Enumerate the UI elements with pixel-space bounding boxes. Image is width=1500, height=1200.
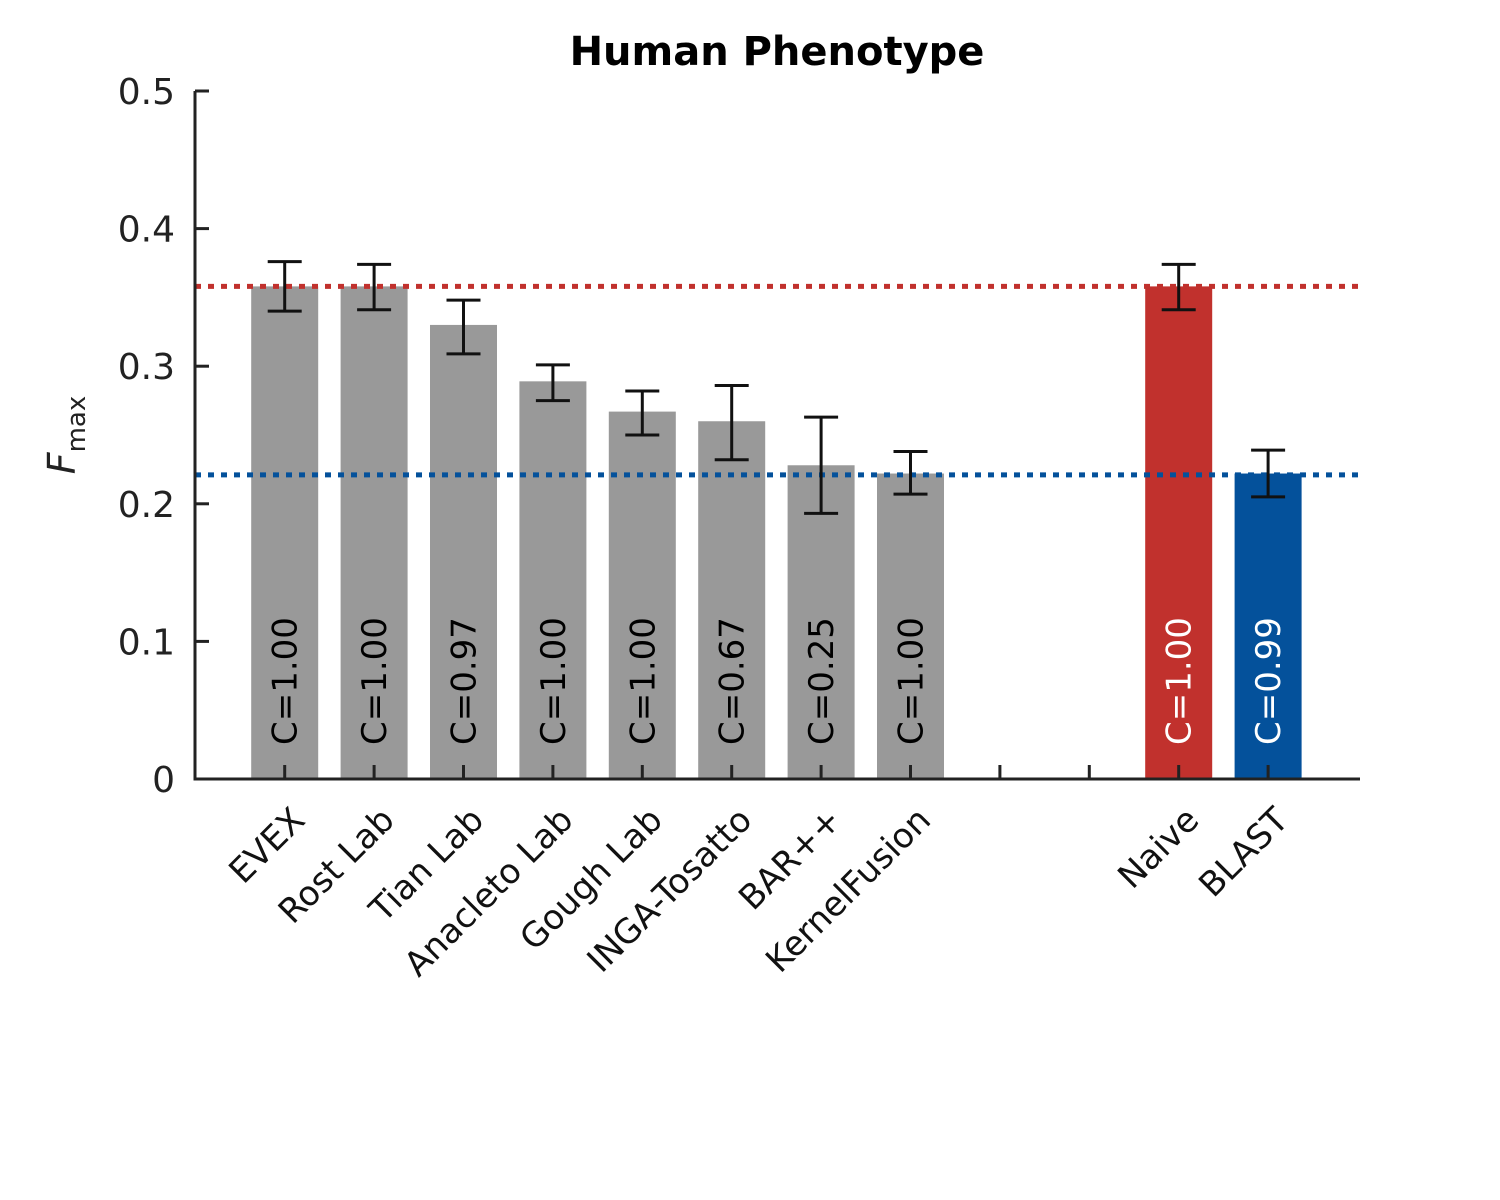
bar-label-5: C=1.00 <box>623 617 663 745</box>
y-tick-label-1: 0 <box>152 760 175 801</box>
x-ticks <box>283 765 1270 779</box>
y-tick-label-2: 0.1 <box>118 622 175 663</box>
axes <box>193 91 1360 781</box>
bar-labels: C=1.00 C=1.00 C=0.97 C=1.00 C=1.00 C=0.67 C=0.… <box>266 617 1289 745</box>
bar-label-2: C=1.00 <box>355 617 395 745</box>
y-tick-label-3: 0.2 <box>118 485 175 526</box>
bar-7 <box>787 465 855 779</box>
chart-title: Human Phenotype <box>570 29 985 75</box>
bar-8 <box>877 473 944 779</box>
bar-2 <box>340 286 408 779</box>
category-label-11: Naive <box>1110 800 1207 897</box>
y-ticks: 0 0.1 0.2 0.3 0.4 0.5 <box>118 72 209 801</box>
bar-label-1: C=1.00 <box>266 617 306 745</box>
bar-4 <box>519 381 587 779</box>
bars <box>251 286 1302 779</box>
bar-label-4: C=1.00 <box>534 617 574 745</box>
y-axis-label-main: F <box>40 451 84 474</box>
bar-11 <box>1145 286 1213 779</box>
bar-6 <box>698 421 766 779</box>
y-tick-label-5: 0.4 <box>118 210 175 251</box>
bar-3 <box>430 324 497 779</box>
bar-label-7: C=0.25 <box>802 617 842 745</box>
category-label-12: BLAST <box>1191 800 1296 905</box>
error-bars <box>267 260 1286 515</box>
bar-label-11: C=1.00 <box>1160 617 1200 745</box>
bar-label-6: C=0.67 <box>713 617 753 745</box>
y-tick-label-4: 0.3 <box>118 347 175 388</box>
bar-1 <box>251 286 319 779</box>
bar-label-12: C=0.99 <box>1249 617 1289 745</box>
bar-12 <box>1234 473 1302 779</box>
bar-label-8: C=1.00 <box>892 617 932 745</box>
y-axis-label-sub: max <box>62 396 92 453</box>
bar-label-3: C=0.97 <box>445 617 485 745</box>
y-axis-label: Fmax <box>40 396 92 475</box>
y-tick-label-6: 0.5 <box>118 72 175 113</box>
